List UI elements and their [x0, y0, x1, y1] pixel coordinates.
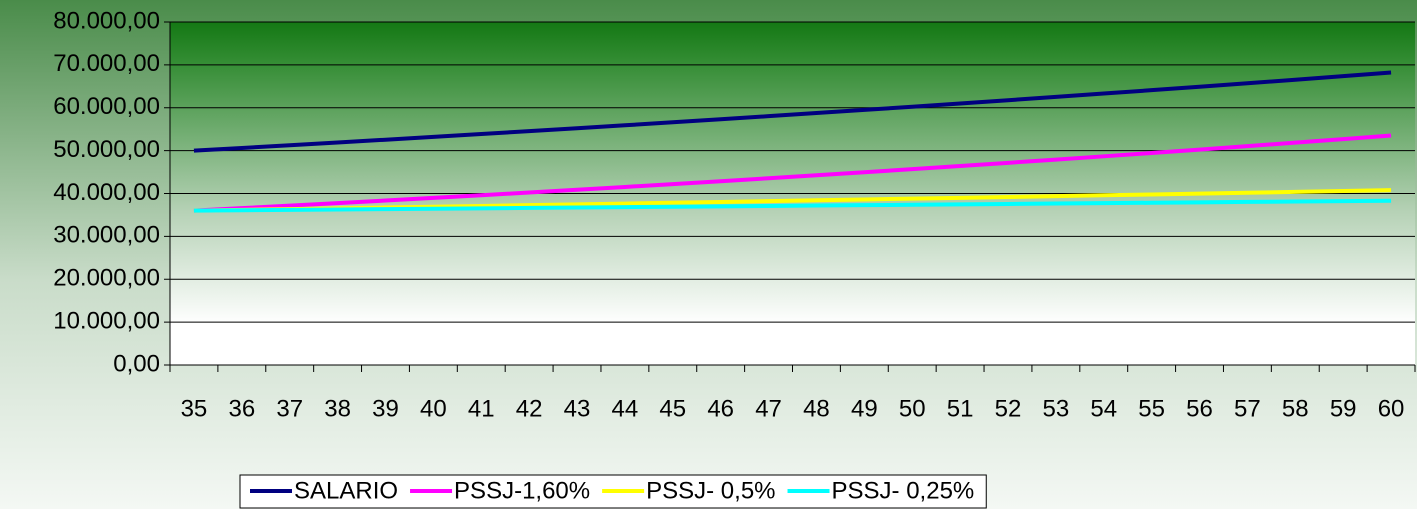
legend-label: PSSJ- 0,25% — [832, 477, 975, 504]
series-line — [193, 198, 1392, 213]
x-tick-label: 54 — [1090, 395, 1117, 422]
x-tick-label: 52 — [995, 395, 1022, 422]
x-tick-label: 53 — [1043, 395, 1070, 422]
series-line — [193, 70, 1392, 153]
y-tick-label: 80.000,00 — [53, 7, 160, 34]
x-tick-label: 48 — [803, 395, 830, 422]
legend-label: PSSJ-1,60% — [454, 477, 590, 504]
x-tick-label: 56 — [1186, 395, 1213, 422]
x-tick-label: 51 — [947, 395, 974, 422]
x-tick-label: 43 — [564, 395, 591, 422]
y-tick-label: 20.000,00 — [53, 265, 160, 292]
x-tick-label: 37 — [276, 395, 303, 422]
x-tick-label: 59 — [1330, 395, 1357, 422]
y-tick-label: 10.000,00 — [53, 307, 160, 334]
x-tick-label: 40 — [420, 395, 447, 422]
y-tick-label: 70.000,00 — [53, 50, 160, 77]
x-tick-label: 44 — [612, 395, 639, 422]
x-tick-label: 60 — [1378, 395, 1405, 422]
x-tick-label: 39 — [372, 395, 399, 422]
x-tick-label: 50 — [899, 395, 926, 422]
y-tick-label: 40.000,00 — [53, 179, 160, 206]
x-tick-label: 36 — [228, 395, 255, 422]
legend-label: PSSJ- 0,5% — [646, 477, 775, 504]
y-tick-label: 0,00 — [113, 350, 160, 377]
y-tick-label: 50.000,00 — [53, 136, 160, 163]
x-tick-label: 35 — [181, 395, 208, 422]
x-tick-label: 41 — [468, 395, 495, 422]
legend-label: SALARIO — [294, 477, 398, 504]
x-tick-label: 47 — [755, 395, 782, 422]
x-tick-label: 45 — [659, 395, 686, 422]
x-tick-label: 49 — [851, 395, 878, 422]
x-tick-label: 57 — [1234, 395, 1261, 422]
x-tick-label: 46 — [707, 395, 734, 422]
y-tick-label: 60.000,00 — [53, 93, 160, 120]
x-tick-label: 58 — [1282, 395, 1309, 422]
x-tick-label: 38 — [324, 395, 351, 422]
series-line — [193, 133, 1392, 213]
x-tick-label: 55 — [1138, 395, 1165, 422]
legend: SALARIO PSSJ-1,60% PSSJ- 0,5% PSSJ- 0,25% — [239, 474, 987, 509]
x-tick-label: 42 — [516, 395, 543, 422]
y-tick-label: 30.000,00 — [53, 222, 160, 249]
